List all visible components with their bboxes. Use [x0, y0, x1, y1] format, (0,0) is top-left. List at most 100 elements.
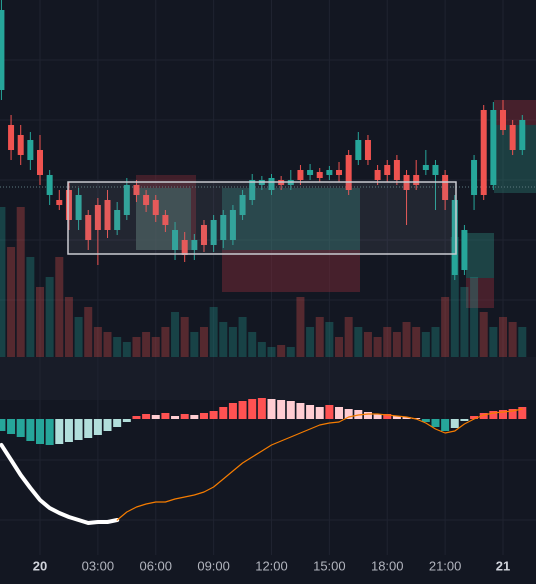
candle-body	[104, 200, 111, 230]
volume-bar	[421, 332, 430, 357]
volume-bar	[315, 317, 324, 357]
candle-body	[229, 210, 236, 240]
volume-bar	[373, 337, 382, 357]
candle-body	[490, 110, 497, 185]
candle-body	[181, 240, 188, 255]
candle-body	[393, 160, 400, 180]
volume-bar	[45, 277, 54, 357]
macd-histogram-bar	[508, 409, 517, 419]
candle-body	[27, 140, 34, 160]
macd-histogram-bar	[286, 401, 295, 419]
candle-body	[75, 195, 82, 220]
macd-histogram-bar	[74, 419, 83, 440]
candle-body	[519, 120, 526, 150]
candle-body	[56, 200, 63, 205]
candle-body	[345, 155, 352, 190]
x-tick-label: 15:00	[313, 558, 346, 573]
x-tick-label: 03:00	[82, 558, 115, 573]
candle-body	[114, 210, 121, 230]
volume-bar	[344, 317, 353, 357]
candle-body	[46, 175, 53, 195]
volume-bar	[441, 297, 450, 357]
candle-body	[355, 140, 362, 160]
volume-bar	[286, 347, 295, 357]
macd-histogram-bar	[228, 403, 237, 419]
macd-histogram-bar	[392, 416, 401, 419]
volume-bar	[113, 337, 122, 357]
candle-body	[326, 170, 333, 175]
volume-bar	[151, 337, 160, 357]
macd-histogram-bar	[199, 413, 208, 419]
volume-bar	[93, 327, 102, 357]
candle-body	[316, 172, 323, 178]
volume-bar	[132, 337, 141, 357]
macd	[0, 398, 527, 525]
x-tick-label: 12:00	[255, 558, 288, 573]
grid	[0, 0, 536, 555]
macd-histogram-bar	[344, 409, 353, 419]
candle-body	[471, 160, 478, 195]
candle-body	[17, 135, 24, 155]
zone-red	[222, 250, 360, 292]
macd-histogram-bar	[209, 411, 218, 419]
macd-histogram-bar	[161, 413, 170, 419]
macd-histogram-bar	[257, 398, 266, 419]
macd-histogram-bar	[306, 405, 315, 419]
x-axis: 20 03:00 06:00 09:00 12:00 15:00 18:00 21:00 21	[33, 558, 510, 573]
macd-histogram-bar	[16, 419, 25, 437]
macd-histogram-bar	[7, 419, 16, 434]
macd-histogram-bar	[36, 419, 44, 444]
candle-body	[364, 140, 371, 160]
candle-body	[200, 225, 207, 245]
candle-body	[162, 215, 169, 225]
candle-body	[442, 175, 449, 200]
candle-body	[191, 240, 198, 250]
candle-body	[461, 230, 468, 270]
macd-histogram-bar	[122, 419, 131, 422]
candle-body	[37, 150, 43, 175]
macd-histogram-bar	[190, 415, 199, 419]
candle-body	[65, 190, 72, 220]
x-tick-label: 21:00	[429, 558, 462, 573]
volume-bar	[460, 287, 469, 357]
candle-body	[422, 165, 429, 170]
x-tick-label: 09:00	[197, 558, 230, 573]
volume-bar	[209, 307, 218, 357]
volume-bar	[267, 347, 276, 357]
macd-histogram-bar	[450, 419, 459, 428]
macd-histogram-bar	[489, 411, 498, 419]
candle-body	[413, 175, 420, 185]
candle-body	[374, 170, 381, 180]
volume-bar	[26, 257, 35, 357]
candle-body	[268, 178, 275, 190]
macd-histogram-bar	[431, 419, 440, 427]
macd-histogram-bar	[180, 414, 189, 419]
volume-bar	[55, 257, 64, 357]
volume-bar	[296, 297, 305, 357]
volume-bar	[479, 312, 488, 357]
x-tick-label: 06:00	[139, 558, 172, 573]
volume-bar	[470, 277, 479, 357]
candle-body	[297, 170, 304, 180]
volume-bar	[518, 327, 527, 357]
candle-body	[210, 220, 217, 245]
volume-bar	[7, 247, 16, 357]
volume-bar	[219, 322, 228, 357]
candle-body	[143, 195, 150, 205]
volume-bar	[363, 332, 372, 357]
volume-bar	[412, 327, 421, 357]
pane-divider	[0, 357, 536, 400]
candle-body	[85, 215, 92, 240]
volume-bar	[383, 327, 392, 357]
volume-bar	[489, 327, 498, 357]
candles	[0, 0, 526, 280]
volume-bar	[190, 332, 199, 357]
volume-bar	[36, 287, 44, 357]
volume-bar	[64, 297, 73, 357]
macd-histogram-bar	[267, 399, 276, 419]
candle-body	[239, 195, 246, 215]
zone-green	[466, 233, 494, 278]
macd-histogram-bar	[132, 416, 141, 419]
volume-bar	[199, 327, 208, 357]
candle-body	[307, 170, 314, 175]
